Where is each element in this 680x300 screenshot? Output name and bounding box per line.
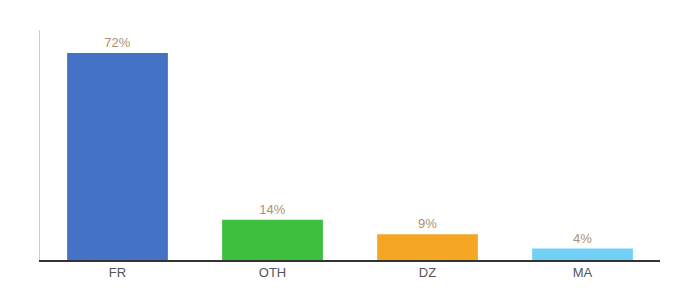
svg-text:9%: 9% [418, 216, 437, 231]
svg-text:OTH: OTH [259, 265, 286, 280]
svg-text:72%: 72% [104, 35, 130, 50]
svg-text:4%: 4% [573, 231, 592, 246]
svg-text:DZ: DZ [419, 265, 436, 280]
svg-text:FR: FR [109, 265, 126, 280]
svg-text:14%: 14% [259, 202, 285, 217]
svg-text:MA: MA [573, 265, 593, 280]
